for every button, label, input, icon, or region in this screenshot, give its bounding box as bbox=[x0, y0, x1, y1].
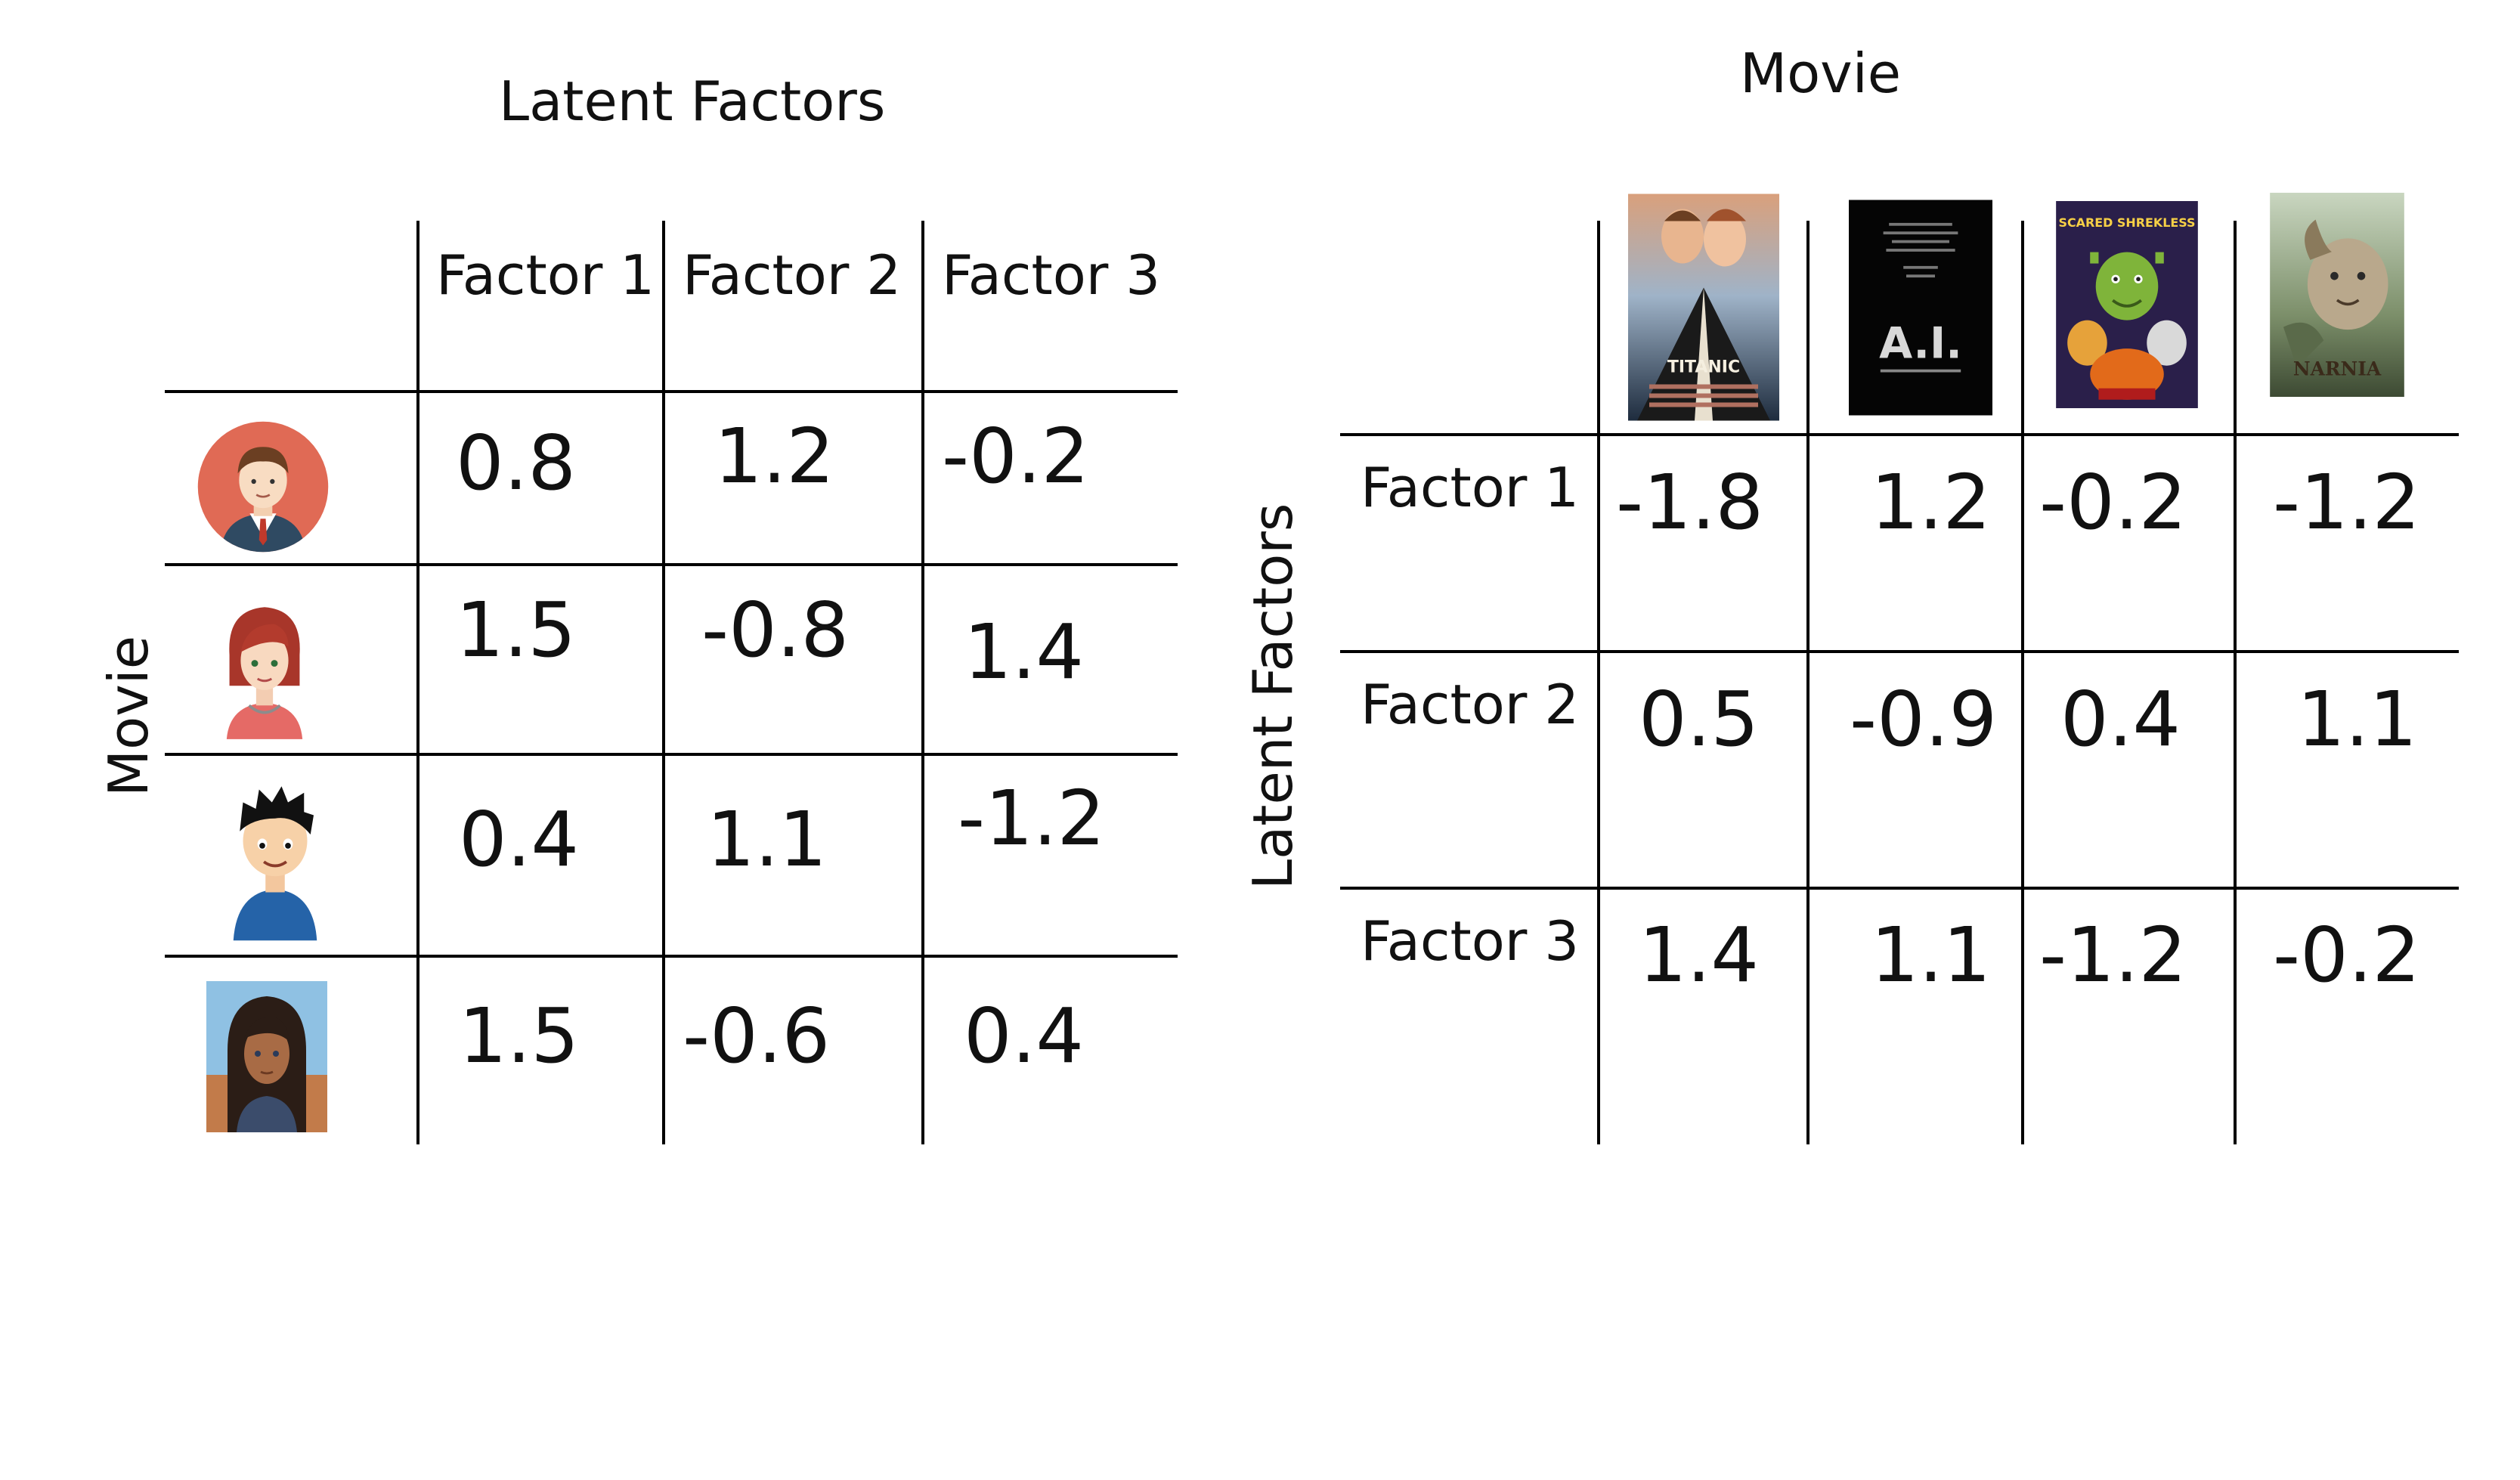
right-cell-r2-c3: 0.4 bbox=[2060, 675, 2181, 763]
right-cell-r3-c3: -1.2 bbox=[2039, 911, 2187, 999]
right-matrix-side-label: Latent Factors bbox=[1241, 527, 1305, 890]
left-grid-vline-1 bbox=[416, 221, 419, 1144]
right-row-label-1: Factor 1 bbox=[1361, 456, 1579, 519]
left-cell-r3-c3: -1.2 bbox=[958, 774, 1105, 862]
left-cell-r1-c2: 1.2 bbox=[714, 412, 834, 500]
narnia-poster: NARNIA bbox=[2270, 193, 2404, 397]
titanic-poster: TITANIC bbox=[1628, 193, 1779, 422]
right-grid-vline-2 bbox=[1806, 221, 1810, 1144]
ai-poster: A.I. bbox=[1849, 200, 1992, 416]
right-grid-hline-2 bbox=[1340, 650, 2459, 653]
right-cell-r2-c4: 1.1 bbox=[2297, 675, 2417, 763]
left-col-header-2: Factor 2 bbox=[683, 243, 901, 307]
left-matrix-title: Latent Factors bbox=[499, 70, 885, 133]
right-grid-vline-3 bbox=[2021, 221, 2024, 1144]
left-grid-hline-3 bbox=[165, 753, 1178, 756]
right-cell-r3-c1: 1.4 bbox=[1639, 911, 1759, 999]
left-matrix-side-label: Movie bbox=[97, 646, 160, 797]
right-row-label-3: Factor 3 bbox=[1361, 909, 1579, 973]
left-grid-hline-1 bbox=[165, 390, 1178, 393]
left-col-header-3: Factor 3 bbox=[942, 243, 1160, 307]
left-cell-r2-c2: -0.8 bbox=[701, 586, 849, 674]
right-cell-r1-c2: 1.2 bbox=[1871, 458, 1991, 546]
cartoon-girl-avatar-icon bbox=[206, 981, 328, 1132]
right-grid-hline-3 bbox=[1340, 887, 2459, 890]
left-col-header-1: Factor 1 bbox=[436, 243, 655, 307]
right-grid-hline-1 bbox=[1340, 433, 2459, 436]
right-grid-vline-4 bbox=[2234, 221, 2237, 1144]
right-cell-r1-c4: -1.2 bbox=[2273, 458, 2420, 546]
left-cell-r1-c1: 0.8 bbox=[456, 419, 576, 507]
left-cell-r4-c3: 0.4 bbox=[964, 992, 1084, 1080]
right-grid-vline-1 bbox=[1597, 221, 1600, 1144]
right-cell-r3-c4: -0.2 bbox=[2273, 911, 2420, 999]
left-grid-vline-3 bbox=[921, 221, 924, 1144]
left-grid-vline-2 bbox=[662, 221, 665, 1144]
left-cell-r4-c2: -0.6 bbox=[683, 992, 830, 1080]
ai-poster-title: A.I. bbox=[1879, 319, 1962, 369]
left-cell-r2-c1: 1.5 bbox=[456, 586, 576, 674]
left-grid-hline-4 bbox=[165, 955, 1178, 958]
narnia-poster-title: NARNIA bbox=[2293, 358, 2382, 380]
right-cell-r1-c3: -0.2 bbox=[2039, 458, 2187, 546]
left-cell-r3-c2: 1.1 bbox=[707, 795, 827, 884]
scared-shrekless-poster: SCARED SHREKLESS bbox=[2056, 201, 2198, 408]
right-cell-r1-c1: -1.8 bbox=[1616, 458, 1763, 546]
left-grid-hline-2 bbox=[165, 563, 1178, 566]
right-matrix-title: Movie bbox=[1740, 42, 1901, 105]
left-cell-r2-c3: 1.4 bbox=[964, 608, 1084, 696]
woman-avatar-icon bbox=[215, 597, 314, 741]
right-cell-r2-c1: 0.5 bbox=[1639, 675, 1759, 763]
left-cell-r1-c3: -0.2 bbox=[942, 412, 1089, 500]
right-cell-r3-c2: 1.1 bbox=[1871, 911, 1991, 999]
right-row-label-2: Factor 2 bbox=[1361, 673, 1579, 736]
scared-shrekless-poster-title: SCARED SHREKLESS bbox=[2058, 215, 2195, 230]
man-avatar-icon bbox=[197, 420, 330, 553]
titanic-poster-title: TITANIC bbox=[1667, 358, 1740, 377]
right-cell-r2-c2: -0.9 bbox=[1850, 675, 1997, 763]
boy-clipart-avatar-icon bbox=[224, 779, 327, 942]
left-cell-r4-c1: 1.5 bbox=[459, 992, 579, 1080]
left-cell-r3-c1: 0.4 bbox=[459, 795, 579, 884]
